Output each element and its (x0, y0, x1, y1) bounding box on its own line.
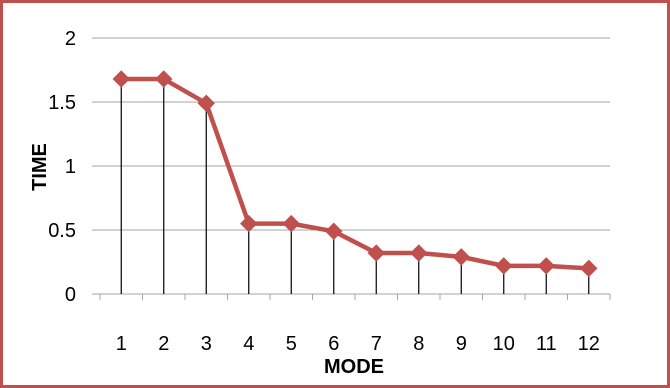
series-polyline (119, 76, 591, 271)
x-tick-label: 11 (536, 333, 557, 355)
x-tick-label: 8 (413, 333, 424, 355)
data-point-marker (495, 257, 513, 275)
x-tick-label: 3 (201, 333, 212, 355)
x-tick-label: 5 (286, 333, 297, 355)
gridlines (92, 37, 610, 295)
data-point-marker (282, 214, 300, 233)
x-tick-labels: 1 2 3 4 5 6 7 8 9 10 11 12 (116, 333, 600, 355)
data-point-marker (452, 248, 470, 266)
data-point-marker (580, 259, 598, 278)
x-tick-label: 1 (116, 333, 127, 355)
y-tick-label: 0 (65, 284, 76, 306)
data-point-marker (112, 70, 130, 88)
y-axis-title: TIME (29, 143, 51, 191)
x-tick-label: 12 (578, 333, 600, 355)
x-tick-label: 2 (158, 333, 169, 355)
x-axis (99, 294, 611, 300)
data-point-marker (197, 94, 215, 112)
series-line (119, 76, 591, 271)
y-tick-label: 2 (65, 28, 76, 50)
data-point-marker (325, 222, 343, 240)
x-tick-label: 10 (493, 333, 515, 355)
series-markers (112, 70, 598, 278)
data-point-marker (537, 257, 555, 275)
data-point-marker (367, 244, 385, 262)
x-axis-title: MODE (324, 356, 384, 378)
x-tick-label: 7 (371, 333, 382, 355)
y-tick-label: 0.5 (48, 220, 76, 242)
drop-lines (120, 78, 590, 294)
x-tick-label: 4 (243, 333, 254, 355)
data-point-marker (240, 214, 258, 233)
y-tick-label: 1 (65, 156, 76, 178)
data-point-marker (410, 244, 428, 262)
x-tick-label: 9 (456, 333, 467, 355)
x-tick-label: 6 (328, 333, 339, 355)
y-tick-labels: 0 0.5 1 1.5 2 (48, 28, 76, 306)
data-point-marker (155, 70, 173, 88)
y-tick-label: 1.5 (48, 92, 76, 114)
